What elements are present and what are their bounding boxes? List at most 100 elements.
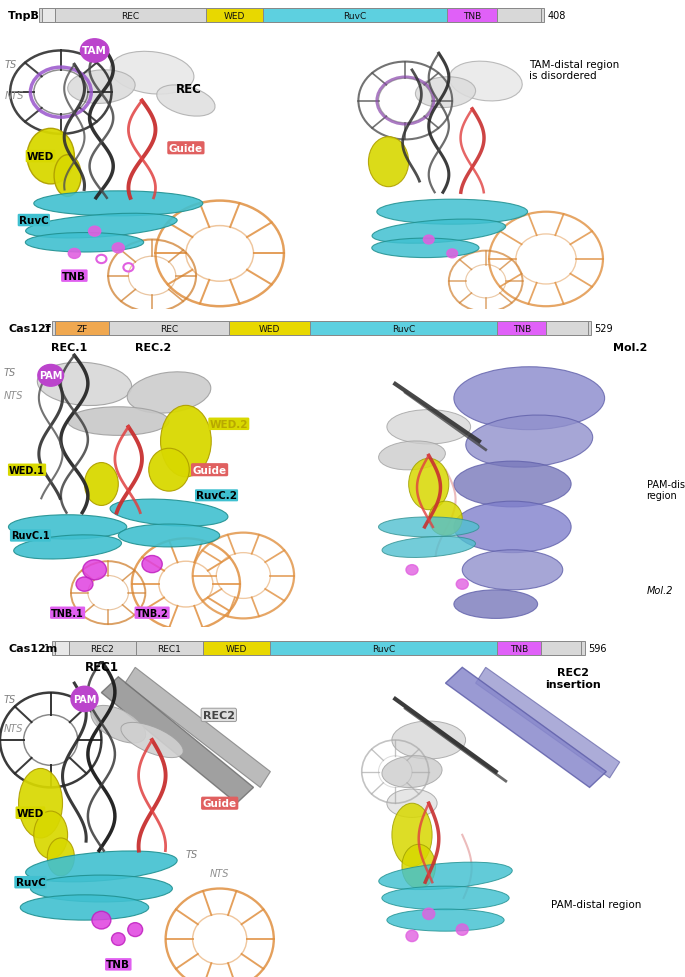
Text: TNB: TNB: [106, 959, 130, 969]
Text: 596: 596: [588, 644, 606, 654]
Text: REC1: REC1: [158, 644, 181, 653]
Text: RuvC: RuvC: [16, 877, 45, 887]
Ellipse shape: [25, 234, 144, 253]
Text: REC: REC: [121, 12, 140, 21]
Text: RuvC: RuvC: [343, 12, 366, 21]
Text: Mol.2: Mol.2: [612, 342, 647, 353]
Text: 1: 1: [30, 11, 36, 21]
Ellipse shape: [27, 129, 75, 185]
Bar: [263, 10, 447, 23]
Ellipse shape: [68, 70, 135, 105]
Ellipse shape: [387, 789, 437, 818]
Polygon shape: [475, 667, 620, 778]
Text: REC2
insertion: REC2 insertion: [545, 667, 601, 689]
Text: RuvC: RuvC: [19, 216, 49, 226]
Text: PAM-distal
region: PAM-distal region: [647, 479, 685, 501]
Text: RuvC.1: RuvC.1: [11, 531, 50, 541]
Ellipse shape: [54, 155, 81, 197]
Text: WED: WED: [17, 808, 44, 818]
Ellipse shape: [454, 367, 605, 430]
Bar: [68, 642, 136, 656]
Ellipse shape: [37, 362, 132, 406]
Text: TS: TS: [3, 695, 16, 704]
Bar: [497, 642, 541, 656]
Ellipse shape: [454, 501, 571, 553]
Ellipse shape: [110, 52, 194, 95]
Ellipse shape: [91, 705, 146, 743]
Ellipse shape: [377, 200, 527, 225]
Ellipse shape: [8, 515, 127, 539]
Ellipse shape: [127, 372, 211, 413]
Text: WED: WED: [27, 152, 54, 162]
Ellipse shape: [369, 138, 409, 188]
Circle shape: [112, 243, 125, 254]
Circle shape: [76, 577, 93, 592]
Text: WED: WED: [259, 324, 280, 333]
Ellipse shape: [382, 756, 442, 787]
Text: TNB.2: TNB.2: [136, 608, 169, 618]
Ellipse shape: [382, 886, 509, 910]
Bar: [229, 322, 310, 336]
Text: PAM: PAM: [73, 695, 96, 704]
Ellipse shape: [382, 536, 475, 558]
Text: TNB.1: TNB.1: [51, 608, 84, 618]
Circle shape: [128, 922, 142, 937]
Text: REC2: REC2: [203, 710, 235, 720]
Ellipse shape: [462, 550, 563, 590]
Text: TAM-distal region
is disordered: TAM-distal region is disordered: [530, 60, 619, 81]
Text: REC2: REC2: [90, 644, 114, 653]
Bar: [447, 10, 497, 23]
Ellipse shape: [34, 811, 68, 859]
Bar: [270, 642, 497, 656]
Ellipse shape: [379, 863, 512, 890]
Ellipse shape: [402, 844, 436, 889]
Text: NTS: NTS: [3, 723, 23, 733]
Circle shape: [92, 912, 111, 929]
Text: TAM: TAM: [82, 47, 107, 57]
Text: Guide: Guide: [203, 798, 237, 808]
Ellipse shape: [34, 191, 203, 217]
Bar: [136, 642, 203, 656]
Ellipse shape: [372, 238, 479, 258]
Bar: [52, 322, 591, 336]
Ellipse shape: [121, 723, 184, 758]
Text: WED.2: WED.2: [210, 419, 248, 429]
Bar: [109, 322, 229, 336]
Text: REC: REC: [160, 324, 178, 333]
Circle shape: [71, 687, 98, 712]
Text: Guide: Guide: [192, 465, 227, 475]
Text: PAM: PAM: [39, 371, 62, 381]
Polygon shape: [101, 677, 253, 803]
Text: REC1: REC1: [84, 660, 119, 674]
Ellipse shape: [84, 463, 119, 506]
Ellipse shape: [160, 405, 211, 478]
Ellipse shape: [30, 875, 173, 902]
Text: REC.2: REC.2: [135, 342, 171, 353]
Ellipse shape: [25, 851, 177, 882]
Text: 529: 529: [595, 324, 613, 334]
Text: Cas12m: Cas12m: [8, 644, 58, 654]
Polygon shape: [445, 667, 606, 787]
Circle shape: [456, 924, 469, 935]
Circle shape: [112, 933, 125, 946]
Ellipse shape: [14, 535, 121, 560]
Ellipse shape: [415, 78, 475, 108]
Ellipse shape: [157, 86, 215, 117]
Ellipse shape: [409, 459, 449, 510]
Ellipse shape: [21, 895, 149, 920]
Circle shape: [80, 40, 109, 64]
Ellipse shape: [454, 590, 538, 618]
Text: Mol.2: Mol.2: [647, 585, 673, 595]
Bar: [38, 10, 545, 23]
Text: 1: 1: [44, 324, 50, 334]
Ellipse shape: [119, 525, 220, 547]
Text: NTS: NTS: [3, 391, 23, 401]
Ellipse shape: [110, 499, 228, 527]
Ellipse shape: [379, 518, 479, 537]
Circle shape: [83, 560, 106, 580]
Bar: [42, 10, 55, 23]
Bar: [497, 322, 547, 336]
Circle shape: [68, 249, 80, 259]
Text: TS: TS: [186, 849, 198, 859]
Bar: [547, 322, 588, 336]
